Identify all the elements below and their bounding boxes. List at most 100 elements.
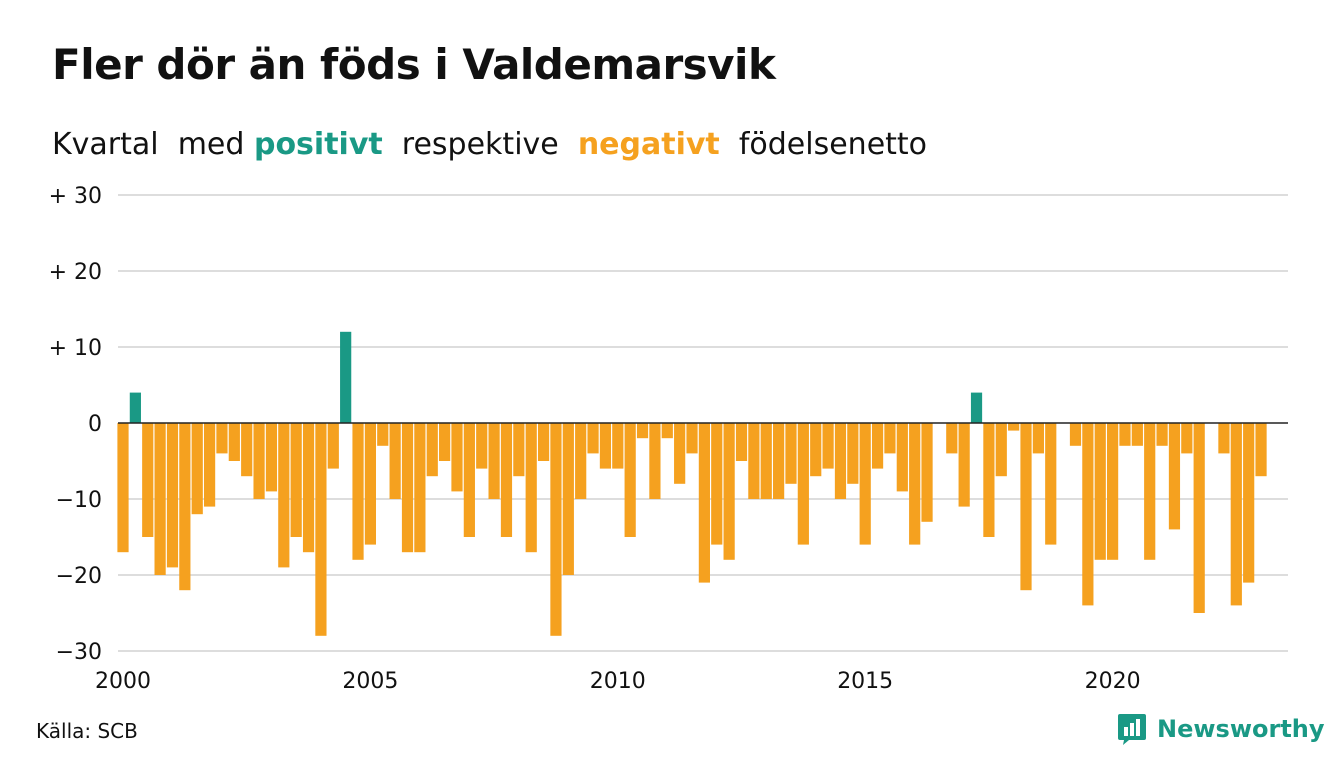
bar-negative	[760, 423, 772, 499]
x-axis-ticks: 2000 2005 2010 2015 2020	[95, 669, 1141, 694]
bar-negative	[414, 423, 426, 553]
bar-negative	[698, 423, 710, 583]
bar-negative	[649, 423, 661, 499]
bar-negative	[958, 423, 970, 507]
bar-negative	[748, 423, 760, 499]
y-tick-label: −30	[56, 640, 102, 665]
bar-negative	[1094, 423, 1106, 560]
newsworthy-logo[interactable]: Newsworthy	[1117, 713, 1325, 745]
bar-negative	[550, 423, 562, 636]
bar-negative	[575, 423, 587, 499]
bar-negative	[871, 423, 884, 469]
subtitle-negative-word: negativt	[577, 127, 720, 162]
bar-negative	[401, 423, 414, 553]
y-tick-label: −20	[56, 564, 102, 589]
bar-negative	[352, 423, 364, 560]
bar-negative	[661, 423, 673, 439]
y-axis-ticks: + 30 + 20 + 10 0 −10 −20 −30	[49, 184, 102, 665]
bar-negative	[624, 423, 636, 537]
chart-title: Fler dör än föds i Valdemarsvik	[52, 40, 776, 89]
bar-negative	[426, 423, 438, 477]
bar-negative	[500, 423, 513, 537]
bar-negative	[884, 423, 896, 454]
bar-negative	[179, 423, 191, 591]
bar-negative	[1218, 423, 1230, 454]
brand-name: Newsworthy	[1157, 715, 1325, 743]
bar-negative	[1119, 423, 1131, 446]
bar-negative	[290, 423, 302, 537]
bar-negative	[439, 423, 451, 461]
y-tick-label: + 20	[49, 260, 102, 285]
bar-negative	[1032, 423, 1044, 454]
bar-negative	[995, 423, 1007, 477]
bar-negative	[983, 423, 995, 537]
subtitle-text-1: Kvartal med	[52, 127, 254, 162]
bar-negative	[1181, 423, 1193, 454]
bar-negative	[612, 423, 624, 469]
bar-negative	[315, 423, 327, 636]
bar-negative	[946, 423, 958, 454]
bar-negative	[1230, 423, 1242, 606]
bar-negative	[822, 423, 834, 469]
bar-negative	[1156, 423, 1168, 446]
bar-negative	[302, 423, 315, 553]
bar-negative	[599, 423, 612, 469]
bar-negative	[723, 423, 735, 560]
bar-negative	[451, 423, 463, 492]
bar-negative	[228, 423, 240, 461]
bar-negative	[1168, 423, 1181, 530]
bar-negative	[785, 423, 797, 484]
bar-negative	[1131, 423, 1143, 446]
bar-negative	[203, 423, 216, 507]
bar-negative	[1144, 423, 1156, 560]
bar-negative	[847, 423, 859, 484]
bar-negative	[562, 423, 574, 575]
y-tick-label: 0	[88, 412, 102, 437]
bar-negative	[735, 423, 748, 461]
subtitle-text-2: respektive	[382, 127, 578, 162]
bar-negative	[773, 423, 785, 499]
bar-positive	[970, 392, 983, 423]
bar-negative	[278, 423, 290, 568]
subtitle-positive-word: positivt	[253, 127, 383, 162]
x-tick-label: 2010	[590, 669, 646, 694]
bar-negative	[797, 423, 809, 545]
chart-subtitle: Kvartal med positivt respektive negativt…	[52, 127, 927, 162]
bar-negative	[327, 423, 339, 469]
bar-negative	[896, 423, 908, 492]
bar-negative	[476, 423, 488, 469]
bars	[117, 331, 1267, 636]
bar-negative	[191, 423, 203, 515]
bar-negative	[1243, 423, 1255, 583]
bar-negative	[859, 423, 871, 545]
bar-negative	[1193, 423, 1205, 613]
x-tick-label: 2015	[837, 669, 893, 694]
x-tick-label: 2005	[342, 669, 398, 694]
bar-negative	[834, 423, 847, 499]
bar-negative	[810, 423, 822, 477]
y-tick-label: + 10	[49, 336, 102, 361]
bar-negative	[711, 423, 723, 545]
bar-negative	[513, 423, 525, 477]
bar-negative	[1008, 423, 1020, 431]
bar-negative	[636, 423, 649, 439]
bar-negative	[909, 423, 921, 545]
bar-negative	[117, 423, 129, 553]
bar-negative	[253, 423, 265, 499]
bar-negative	[587, 423, 599, 454]
bar-negative	[537, 423, 550, 461]
bar-negative	[686, 423, 698, 454]
x-tick-label: 2020	[1085, 669, 1141, 694]
bar-negative	[364, 423, 376, 545]
source-note: Källa: SCB	[36, 719, 138, 743]
bar-negative	[1045, 423, 1057, 545]
bar-negative	[241, 423, 253, 477]
bar-negative	[1082, 423, 1094, 606]
bar-negative	[166, 423, 179, 568]
bar-negative	[525, 423, 537, 553]
bar-positive	[340, 331, 352, 423]
bar-negative	[921, 423, 933, 522]
y-tick-label: + 30	[49, 184, 102, 209]
bar-negative	[674, 423, 686, 484]
